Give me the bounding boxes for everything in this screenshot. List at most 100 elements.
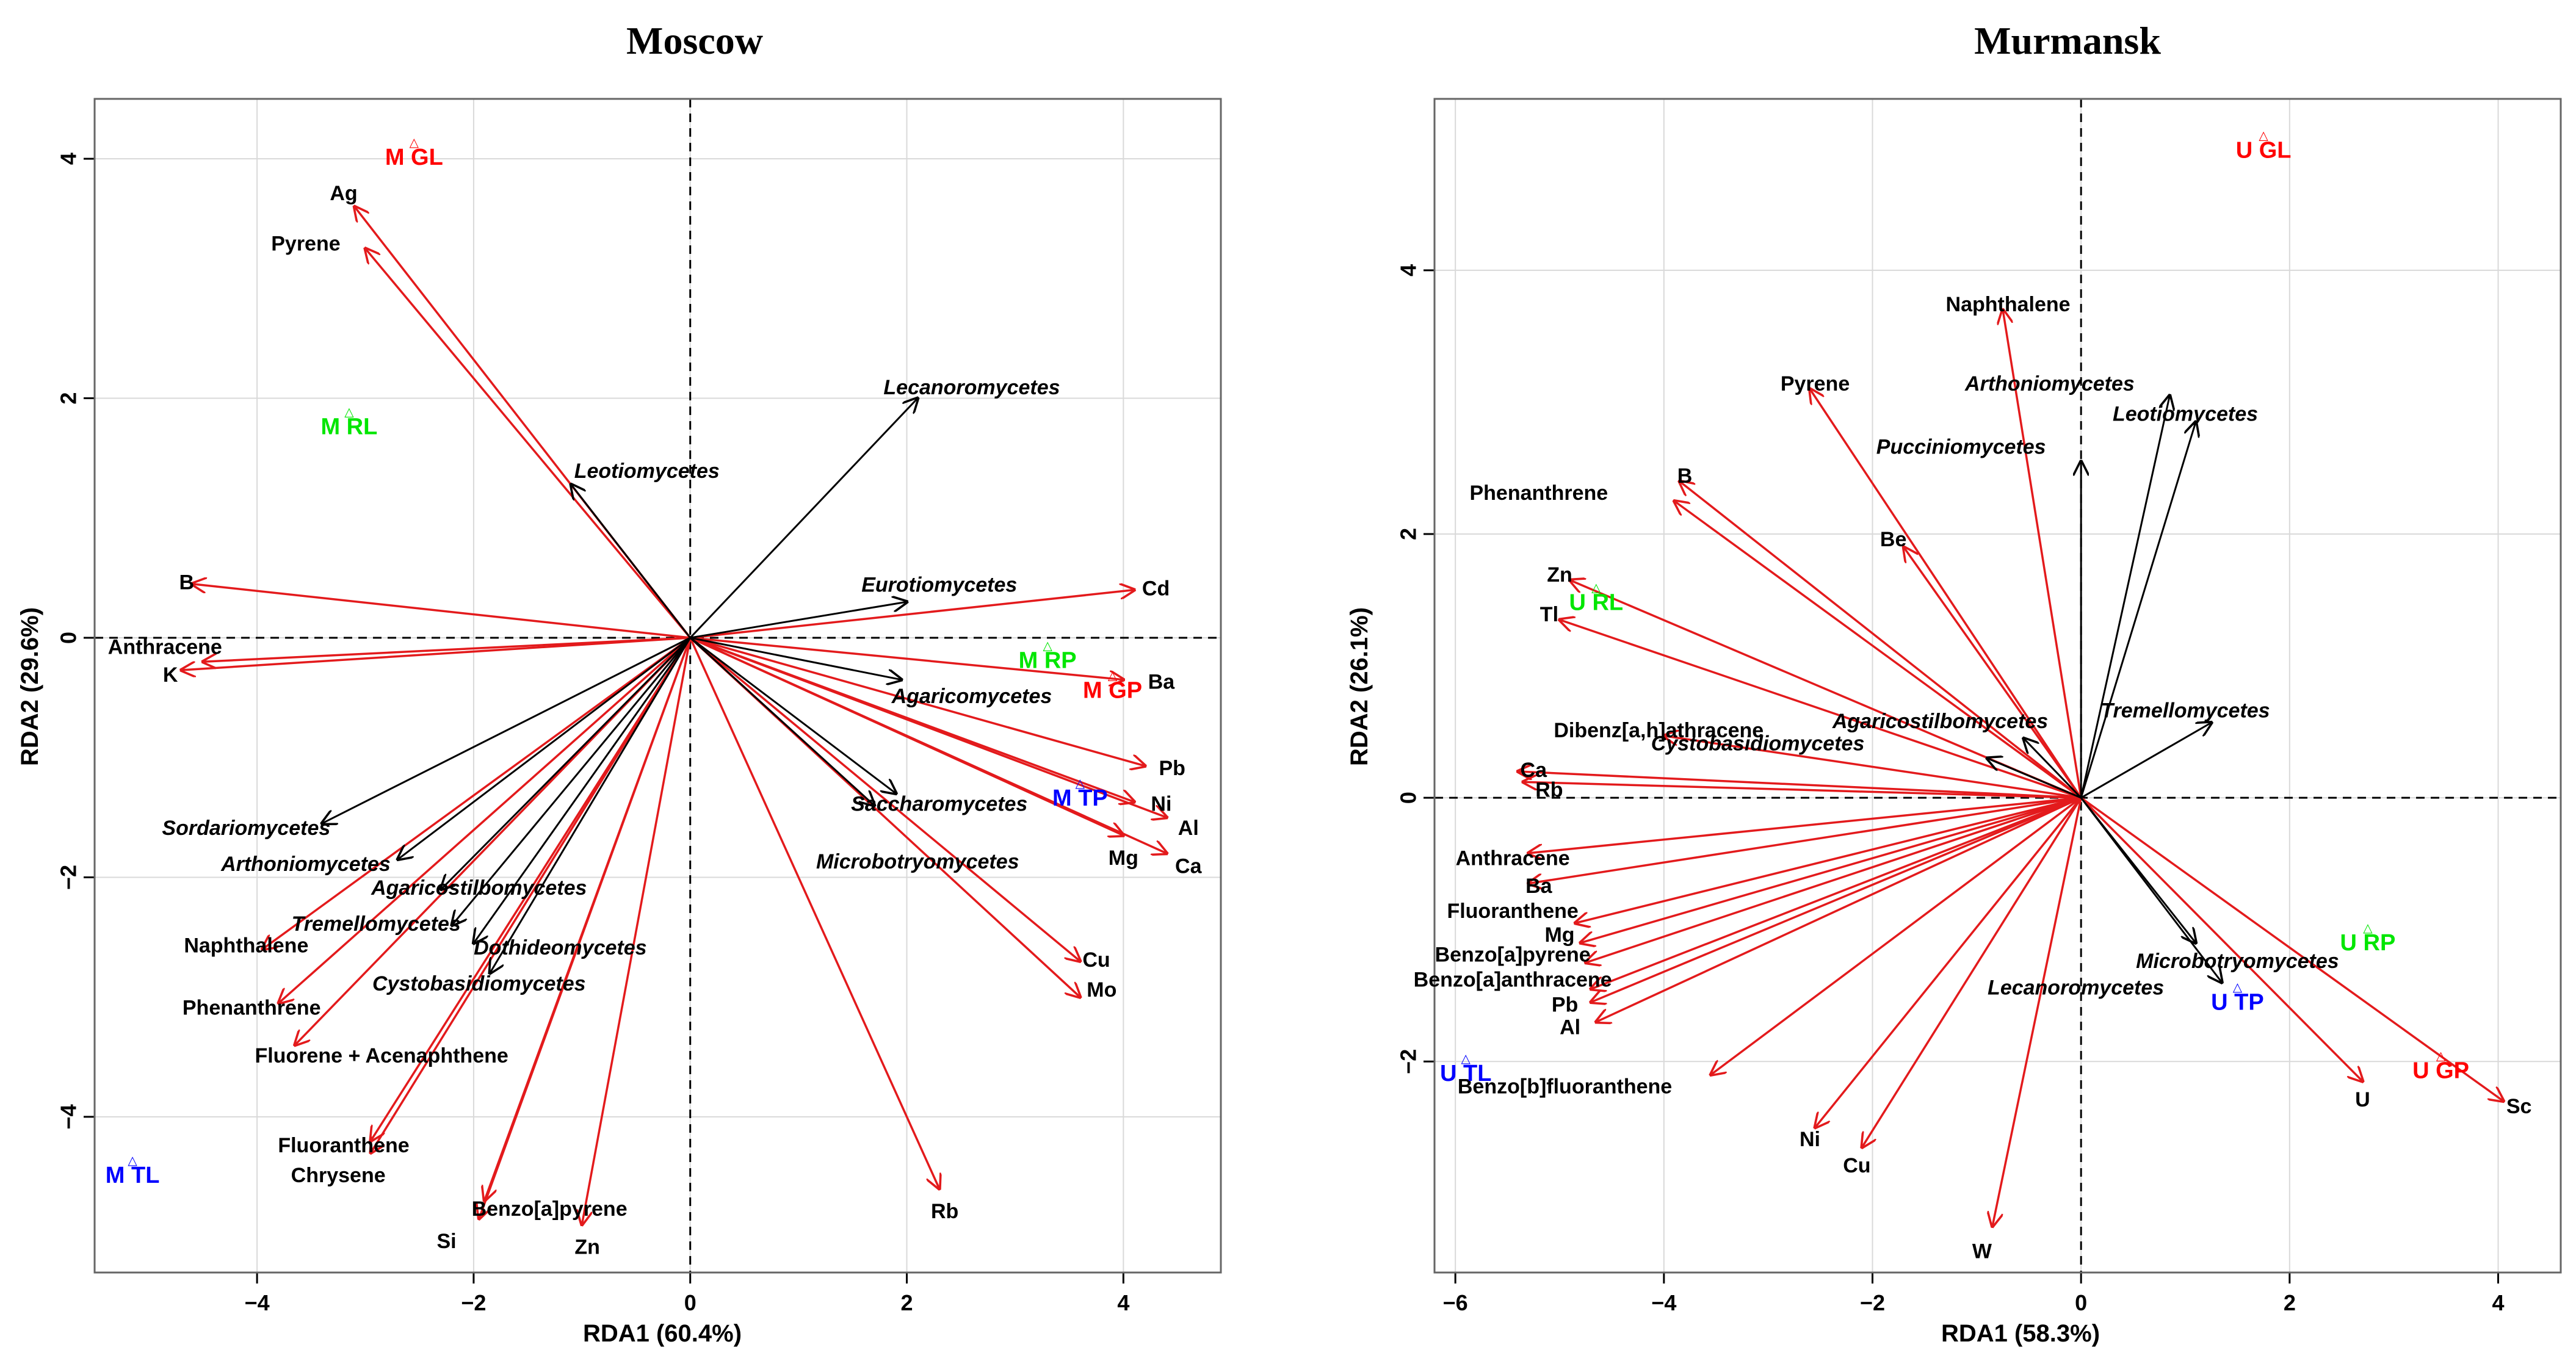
moscow-variable-label-al: Al xyxy=(1178,817,1199,840)
moscow-variable-arrow-cd xyxy=(690,590,1134,639)
moscow-y-tick-label: −2 xyxy=(56,865,81,890)
murmansk-variable-arrow-anthracene xyxy=(1529,796,2082,853)
murmansk-y-tick-label: 4 xyxy=(1396,264,1421,276)
moscow-species-arrow-tremellomycetes xyxy=(452,637,691,925)
murmansk-x-tick-label: −4 xyxy=(1651,1290,1676,1315)
moscow-variable-arrow-b xyxy=(192,584,690,639)
murmansk-variable-label-ca: Ca xyxy=(1521,759,1548,782)
murmansk-site-marker-u-gp: △ xyxy=(2436,1050,2446,1063)
moscow-variable-label-cd: Cd xyxy=(1142,577,1170,601)
murmansk-variable-arrow-mg xyxy=(1580,796,2082,943)
murmansk-variable-label-u: U xyxy=(2355,1088,2370,1111)
moscow-species-arrow-cystobasidiomycetes xyxy=(490,637,692,973)
murmansk-variable-arrow-w xyxy=(1992,797,2082,1226)
murmansk-variable-arrow-rb xyxy=(1523,782,2082,799)
moscow-variable-label-chrysene: Chrysene xyxy=(291,1164,386,1187)
moscow-variable-label-k: K xyxy=(163,663,178,687)
moscow-species-arrow-agaricomycetes xyxy=(690,637,902,680)
murmansk-variable-arrow-cu xyxy=(1862,797,2082,1147)
murmansk-species-label-agaricostilbomycetes: Agaricostilbomycetes xyxy=(1832,710,2048,733)
moscow-species-label-agaricomycetes: Agaricomycetes xyxy=(891,685,1052,708)
murmansk-site-marker-u-gl: △ xyxy=(2259,129,2268,142)
murmansk-variable-arrow-benzo-a-pyrene xyxy=(1586,796,2082,962)
murmansk-variable-arrow-pb xyxy=(1591,796,2082,1002)
moscow-y-tick-label: 0 xyxy=(56,632,81,644)
moscow-variable-arrow-anthracene xyxy=(203,637,690,662)
moscow-variable-label-cu: Cu xyxy=(1082,948,1110,972)
murmansk-variable-arrow-be xyxy=(1904,547,2082,799)
murmansk-species-arrow-leotiomycetes xyxy=(2080,422,2196,798)
murmansk-variable-arrow-sc xyxy=(2080,796,2503,1101)
murmansk-variable-label-be: Be xyxy=(1880,528,1906,551)
murmansk-variable-label-zn: Zn xyxy=(1547,563,1572,587)
murmansk-y-tick-label: −2 xyxy=(1396,1049,1421,1074)
murmansk-species-label-cystobasidiomycetes: Cystobasidiomycetes xyxy=(1651,732,1865,756)
murmansk-site-marker-u-tl: △ xyxy=(1461,1052,1471,1066)
murmansk-x-tick-label: −2 xyxy=(1860,1290,1885,1315)
moscow-site-label-m-tp: M TP xyxy=(1052,785,1108,811)
moscow-x-tick-label: 4 xyxy=(1117,1290,1129,1315)
moscow-variable-label-mg: Mg xyxy=(1109,847,1138,870)
moscow-site-marker-m-gp: △ xyxy=(1108,669,1118,682)
moscow-variable-arrow-rb xyxy=(689,637,939,1189)
murmansk-species-label-leotiomycetes: Leotiomycetes xyxy=(2113,403,2258,426)
moscow-species-arrow-eurotiomycetes xyxy=(690,602,907,639)
murmansk-x-tick-label: 2 xyxy=(2284,1290,2296,1315)
murmansk-site-label-u-rl: U RL xyxy=(1569,590,1623,616)
moscow-variable-label-pb: Pb xyxy=(1159,757,1185,780)
moscow-variable-label-benzo-a-pyrene: Benzo[a]pyrene xyxy=(472,1197,628,1221)
moscow-x-tick-label: 2 xyxy=(901,1290,913,1315)
murmansk-x-tick-label: −6 xyxy=(1443,1290,1468,1315)
moscow-species-arrow-sordariomycetes xyxy=(322,637,691,823)
moscow-x-tick-label: −4 xyxy=(245,1290,270,1315)
murmansk-site-label-u-tp: U TP xyxy=(2211,989,2264,1015)
moscow-y-axis-label: RDA2 (29.6%) xyxy=(16,607,43,766)
moscow-variable-arrow-mg xyxy=(689,637,1124,836)
moscow-species-label-cystobasidiomycetes: Cystobasidiomycetes xyxy=(372,972,586,995)
moscow-species-label-arthoniomycetes: Arthoniomycetes xyxy=(220,853,391,876)
murmansk-variable-label-dibenz-a-h-athracene: Dibenz[a,h]athracene xyxy=(1554,719,1764,742)
murmansk-chart-title: Murmansk xyxy=(1974,19,2161,62)
moscow-variable-arrow-cu xyxy=(689,637,1080,961)
murmansk-variable-arrow-naphthalene xyxy=(2003,310,2082,798)
moscow-species-arrow-dothideomycetes xyxy=(474,637,691,943)
murmansk-site-marker-u-rp: △ xyxy=(2363,922,2373,935)
moscow-species-arrow-microbotryomycetes xyxy=(689,637,875,806)
murmansk-y-axis-label: RDA2 (26.1%) xyxy=(1346,607,1373,766)
moscow-site-label-m-rp: M RP xyxy=(1019,648,1077,673)
murmansk-rda-biplot: Murmansk −6 −4 −2 0 2 4 −2 0 2 4 Naphthalene Pyrene… xyxy=(1346,19,2562,1347)
moscow-species-arrow-leotiomycetes xyxy=(571,485,691,638)
murmansk-variable-label-naphthalene: Naphthalene xyxy=(1946,293,2071,316)
murmansk-y-tick-label: 0 xyxy=(1396,792,1421,804)
moscow-species-arrow-lecanoromycetes xyxy=(689,399,918,639)
murmansk-variable-label-benzo-a-pyrene: Benzo[a]pyrene xyxy=(1435,943,1591,966)
murmansk-variable-arrow-fluoranthene xyxy=(1576,796,2082,923)
murmansk-site-label-u-tl: U TL xyxy=(1440,1061,1491,1086)
moscow-x-axis-label: RDA1 (60.4%) xyxy=(583,1320,742,1347)
moscow-x-tick-label: −2 xyxy=(461,1290,486,1315)
murmansk-site-marker-u-tp: △ xyxy=(2233,981,2243,994)
murmansk-site-marker-u-rl: △ xyxy=(1591,582,1601,595)
moscow-variable-label-b: B xyxy=(179,571,195,594)
murmansk-species-label-arthoniomycetes: Arthoniomycetes xyxy=(1964,372,2135,395)
moscow-site-label-m-gl: M GL xyxy=(385,145,443,170)
murmansk-variable-arrow-al xyxy=(1596,796,2082,1022)
murmansk-variable-arrow-ca xyxy=(1518,771,2082,799)
murmansk-species-arrow-cystobasidiomycetes xyxy=(1987,758,2082,799)
moscow-species-label-microbotryomycetes: Microbotryomycetes xyxy=(816,850,1019,873)
moscow-species-label-saccharomycetes: Saccharomycetes xyxy=(851,793,1027,816)
moscow-site-marker-m-tp: △ xyxy=(1076,777,1085,790)
murmansk-variable-arrow-u xyxy=(2080,796,2362,1081)
moscow-variable-arrow-k xyxy=(181,637,690,670)
moscow-variable-arrow-ba xyxy=(690,637,1124,680)
murmansk-variable-arrow-ni xyxy=(1815,797,2082,1127)
murmansk-species-arrow-tremellomycetes xyxy=(2080,723,2212,799)
murmansk-variable-label-anthracene: Anthracene xyxy=(1456,847,1570,870)
moscow-variable-arrow-fluoranthene xyxy=(371,637,692,1141)
murmansk-species-arrow-lecanoromycetes xyxy=(2080,797,2222,982)
moscow-variable-label-fluoranthene: Fluoranthene xyxy=(278,1134,409,1157)
moscow-variable-label-si: Si xyxy=(437,1230,457,1253)
moscow-species-label-tremellomycetes: Tremellomycetes xyxy=(292,912,461,936)
murmansk-variable-label-mg: Mg xyxy=(1544,923,1574,947)
murmansk-variable-arrow-ba xyxy=(1529,796,2082,883)
